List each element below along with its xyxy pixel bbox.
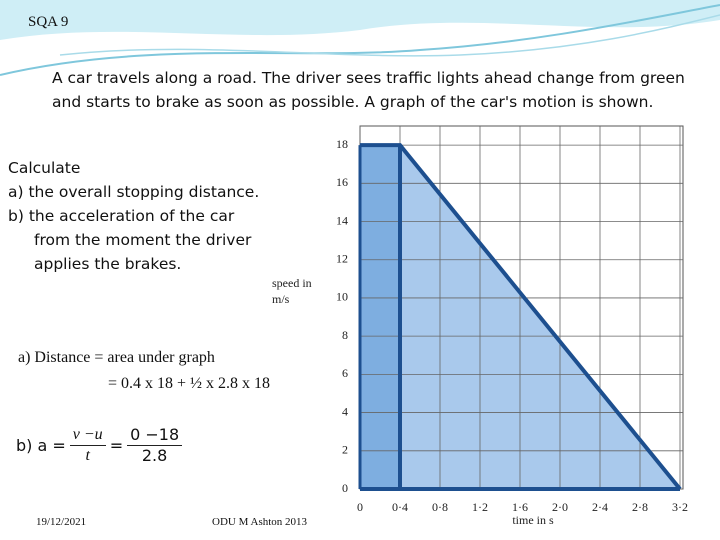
x-tick-label: 1·6 [512, 500, 528, 514]
x-tick-label: 3·2 [672, 500, 688, 514]
wave-line [59, 14, 720, 57]
x-tick-label: 0 [357, 500, 363, 514]
question: b) the acceleration of the car from the … [8, 207, 252, 273]
y-tick-label: 14 [336, 213, 348, 227]
y-axis-label: speed in [272, 276, 312, 290]
wave-line [0, 4, 720, 76]
y-tick-label: 6 [342, 366, 348, 380]
x-tick-label: 2·4 [592, 500, 608, 514]
y-tick-label: 8 [342, 328, 348, 342]
denominator: 2.8 [141, 446, 168, 465]
y-tick-label: 18 [336, 137, 348, 151]
y-tick-label: 10 [336, 290, 348, 304]
wave [0, 0, 720, 40]
intro: A car travels along a road. The driver s… [52, 69, 685, 111]
y-tick-label: 4 [342, 404, 348, 418]
x-tick-label: 0·4 [392, 500, 408, 514]
denominator: t [85, 447, 90, 464]
area-segment [360, 145, 400, 489]
numerator: v −u [69, 425, 106, 446]
y-axis-label: m/s [272, 292, 290, 306]
question-heading: Calculate [8, 159, 81, 177]
x-tick-label: 0·8 [432, 500, 448, 514]
slide-number: SQA 9 [28, 14, 69, 30]
formula-text: = [109, 436, 124, 455]
answer-line: = 0.4 x 18 + ½ x 2.8 x 18 [108, 375, 271, 392]
footer-date: 19/12/2021 [36, 516, 87, 528]
y-tick-label: 12 [336, 251, 348, 265]
y-tick-label: 16 [336, 175, 348, 189]
footer-author: ODU M Ashton 2013 [212, 516, 308, 528]
numerator: 0 −18 [127, 425, 183, 446]
x-tick-label: 2·8 [632, 500, 648, 514]
y-tick-label: 2 [342, 443, 348, 457]
line [360, 143, 682, 491]
question: a) the overall stopping distance. [8, 183, 260, 201]
answer-b: b) a = v −u t = 0 −18 2.8 [16, 425, 186, 466]
x-tick-label: 2·0 [552, 500, 568, 514]
x-axis-label: time in s [512, 513, 554, 527]
questions: Calculate a) the overall stopping distan… [8, 156, 263, 276]
formula-text: b) a = [16, 436, 66, 455]
x-tick-label: 1·2 [472, 500, 488, 514]
y-tick-label: 0 [342, 481, 348, 495]
answer-line: a) Distance = area under graph [18, 349, 215, 366]
